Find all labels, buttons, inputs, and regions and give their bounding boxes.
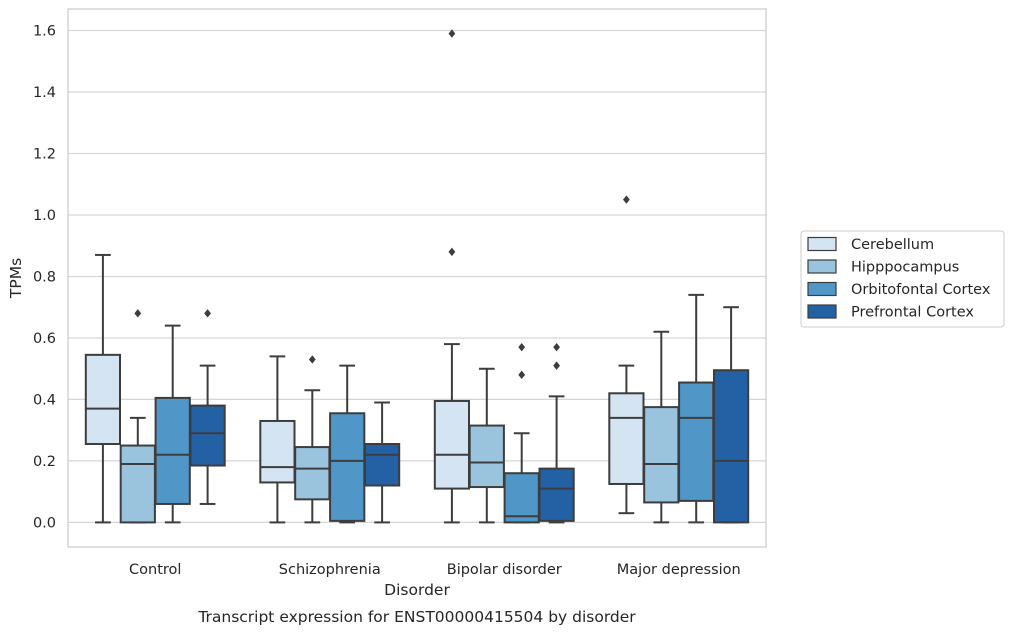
x-tick-label: Control	[129, 562, 181, 578]
outlier-point	[518, 342, 526, 352]
box	[468, 424, 505, 489]
y-tick-label: 0.4	[33, 392, 56, 408]
box	[119, 444, 156, 524]
legend-frame	[800, 230, 1005, 328]
y-tick-labels: 0.0 0.2 0.4 0.6 0.8 1.0 1.2 1.4 1.6	[33, 24, 56, 532]
legend-label: Orbitofontal Cortex	[851, 282, 991, 298]
box-item	[294, 355, 331, 524]
box	[433, 399, 471, 490]
legend: Cerebellum Hipppocampus Orbitofontal Corte…	[800, 230, 1005, 328]
y-tick-label: 0.6	[33, 331, 56, 347]
box	[712, 369, 750, 524]
x-tick-labels: Control Schizophrenia Bipolar disorder Majo…	[129, 562, 741, 578]
box	[678, 381, 715, 502]
x-tick-label: Bipolar disorder	[447, 562, 562, 578]
y-tick-label: 1.0	[33, 208, 56, 224]
box	[363, 443, 401, 487]
box	[189, 404, 226, 467]
outlier-point	[518, 370, 526, 380]
y-tick-label: 0.8	[33, 269, 56, 285]
box-item	[189, 309, 226, 505]
box	[503, 472, 540, 524]
legend-label: Hipppocampus	[851, 260, 959, 276]
outlier-point	[308, 355, 316, 364]
y-tick-label: 0.2	[33, 454, 56, 470]
box	[154, 396, 191, 505]
x-tick-label: Major depression	[617, 562, 741, 578]
box	[84, 353, 122, 446]
box-item	[678, 293, 715, 524]
box	[608, 392, 645, 485]
legend-swatch	[807, 304, 837, 319]
legend-swatch	[807, 236, 837, 252]
box	[259, 419, 296, 484]
box-item	[468, 367, 505, 524]
box	[329, 412, 366, 522]
box	[538, 467, 575, 522]
legend-label: Cerebellum	[851, 237, 934, 253]
box	[643, 406, 680, 504]
box-item	[84, 253, 122, 524]
chart-title: Transcript expression for ENST0000041550…	[197, 608, 636, 626]
series-group	[154, 293, 715, 524]
legend-swatch	[807, 281, 837, 297]
series-group	[84, 29, 645, 524]
box-item	[503, 342, 540, 524]
outlier-point	[204, 309, 211, 318]
box-item	[712, 306, 750, 524]
outlier-point	[448, 29, 456, 38]
box	[294, 446, 331, 501]
y-tick-label: 1.4	[33, 85, 56, 101]
outlier-point	[134, 309, 142, 318]
box-item	[433, 29, 471, 524]
box-groups	[84, 29, 750, 524]
legend-label: Prefrontal Cortex	[851, 305, 974, 321]
y-tick-label: 1.2	[33, 146, 56, 162]
outlier-point	[553, 361, 560, 370]
box-item	[643, 330, 680, 524]
box-item	[608, 195, 645, 515]
box-item	[329, 364, 366, 524]
y-tick-label: 0.0	[33, 515, 56, 531]
x-axis-title: Disorder	[384, 581, 450, 599]
box-item	[363, 401, 401, 524]
x-tick-label: Schizophrenia	[279, 562, 381, 578]
box-item	[538, 342, 575, 524]
legend-swatch	[807, 259, 837, 274]
outlier-point	[623, 195, 630, 204]
y-axis-title: TPMs	[7, 258, 25, 299]
outlier-point	[553, 342, 560, 352]
y-tick-label: 1.6	[33, 24, 56, 40]
plot-frame	[67, 8, 767, 548]
series-group	[189, 306, 750, 524]
outlier-point	[448, 247, 456, 257]
